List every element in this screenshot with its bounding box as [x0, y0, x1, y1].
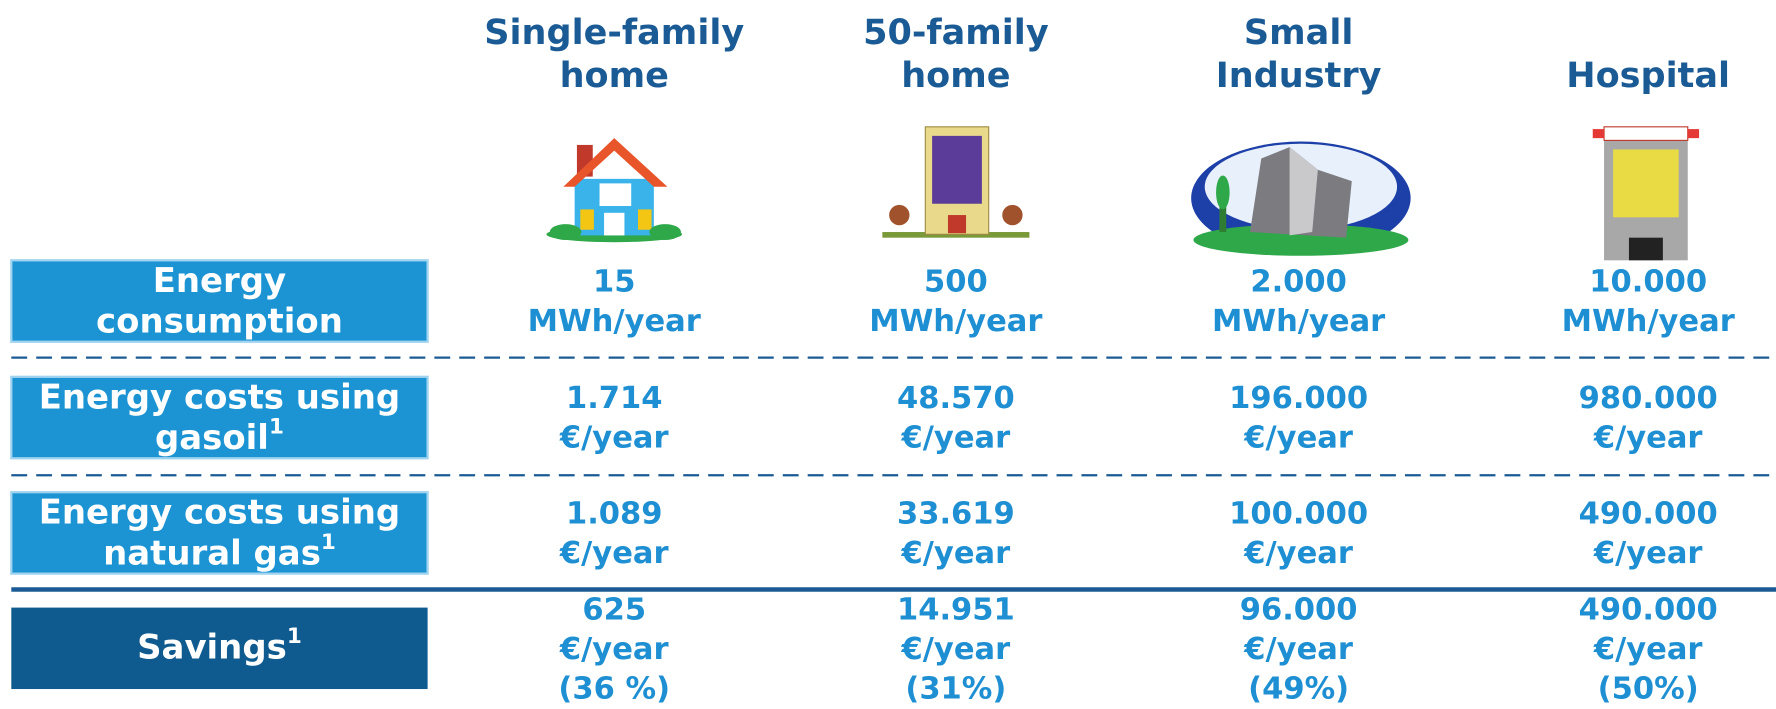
column-title: Single-family — [484, 12, 744, 53]
cell-value: 490.000 — [1579, 496, 1718, 531]
cell-value: 625 — [582, 592, 646, 627]
row-label: consumption — [96, 302, 343, 341]
cell-value: 100.000 — [1229, 496, 1368, 531]
cell-value: 1.714 — [566, 381, 663, 416]
cell-value: €/year — [559, 421, 669, 456]
cell-value: €/year — [901, 421, 1011, 456]
cell-value: 15 — [593, 264, 635, 299]
cell-value: (31%) — [905, 672, 1006, 705]
cell-value: (49%) — [1248, 672, 1349, 705]
column-title: Hospital — [1566, 55, 1730, 96]
cell-value: €/year — [1243, 536, 1353, 571]
cell-value: MWh/year — [1562, 304, 1735, 339]
cell-value: €/year — [1593, 536, 1703, 571]
row-label-text: Energy — [153, 261, 286, 300]
cell-value: €/year — [559, 632, 669, 667]
cell-value: €/year — [1593, 421, 1703, 456]
row-label-box — [10, 491, 429, 575]
cell-value: 980.000 — [1579, 381, 1718, 416]
row-label: Energy costs using — [39, 493, 400, 532]
footnote-mark: 1 — [269, 415, 284, 440]
cell-value: €/year — [1243, 632, 1353, 667]
cell-value: 33.619 — [897, 496, 1015, 531]
cell-value: 10.000 — [1589, 264, 1707, 299]
row-label: Savings1 — [137, 624, 302, 667]
row-label-text: Savings — [137, 628, 287, 667]
cell-value: €/year — [1243, 421, 1353, 456]
footnote-mark: 1 — [321, 530, 336, 555]
cell-value: (36 %) — [558, 672, 670, 705]
column-title: home — [901, 55, 1010, 96]
cell-value: €/year — [901, 536, 1011, 571]
cell-value: (50%) — [1598, 672, 1699, 705]
cell-value: 1.089 — [566, 496, 663, 531]
separators — [11, 356, 1776, 592]
cell-value: €/year — [901, 632, 1011, 667]
column-title: Small — [1244, 12, 1353, 53]
hospital-icon — [1592, 126, 1700, 261]
row-label-box — [10, 259, 429, 343]
cell-value: 500 — [924, 264, 988, 299]
cell-value: 2.000 — [1250, 264, 1347, 299]
row-label-text: Energy costs using — [39, 378, 400, 417]
column-title: home — [560, 55, 669, 96]
row-label-text: consumption — [96, 302, 343, 341]
row-label-text: gasoil — [155, 419, 269, 458]
cell-value: €/year — [559, 536, 669, 571]
cell-value: MWh/year — [1212, 304, 1385, 339]
column-title: Industry — [1216, 55, 1382, 96]
row-label: gasoil1 — [155, 415, 284, 458]
factory-icon — [1191, 141, 1411, 256]
cell-value: MWh/year — [869, 304, 1042, 339]
cell-value: 48.570 — [897, 381, 1015, 416]
cell-value: €/year — [1593, 632, 1703, 667]
footnote-mark: 1 — [287, 624, 302, 649]
cell-value: 14.951 — [897, 592, 1015, 627]
row-label: Energy costs using — [39, 378, 400, 417]
row-label-text: natural gas — [103, 534, 321, 573]
cell-value: MWh/year — [528, 304, 701, 339]
house-icon — [546, 138, 683, 243]
apartment-icon — [882, 126, 1030, 238]
cell-value: 96.000 — [1240, 592, 1358, 627]
cell-value: 490.000 — [1579, 592, 1718, 627]
row-label: natural gas1 — [103, 530, 336, 573]
row-label: Energy — [153, 261, 286, 300]
row-label-text: Energy costs using — [39, 493, 400, 532]
row-label-box — [11, 607, 428, 690]
column-title: 50-family — [863, 12, 1049, 53]
row-label-box — [10, 375, 429, 460]
cell-value: 196.000 — [1229, 381, 1368, 416]
